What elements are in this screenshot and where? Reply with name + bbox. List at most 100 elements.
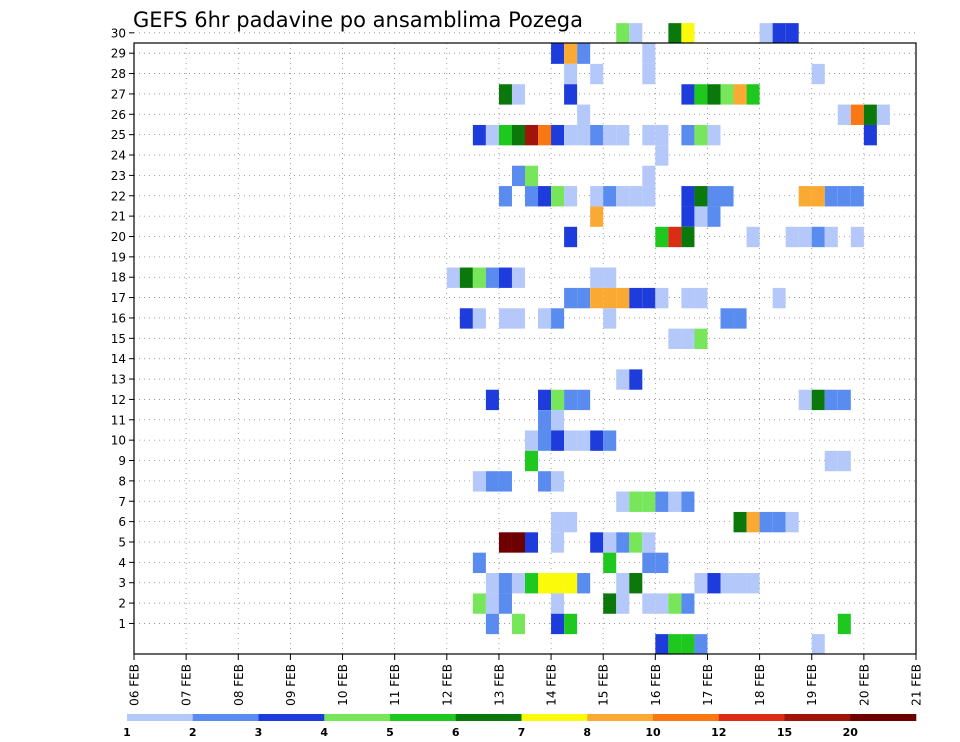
colorbar-label: 4 [320,726,328,739]
precip-cell [824,389,838,411]
precip-cell [498,471,512,492]
precip-cell [616,593,630,614]
precip-cell [694,186,708,207]
precip-cell [525,573,539,594]
colorbar-segment [455,714,522,721]
precip-cell [564,511,578,533]
precip-cell [772,23,786,44]
y-tick-label: 18 [111,271,126,285]
y-tick-label: 6 [118,515,126,529]
precip-cell [511,165,525,187]
precip-cell [655,145,669,166]
precip-cell [551,308,565,329]
colorbar-segment [718,714,785,721]
precip-cell [551,389,565,411]
y-tick-label: 22 [111,189,126,203]
precip-cell [681,593,695,614]
precip-cell [668,328,682,349]
precip-cell [642,593,656,614]
precip-cell [668,226,682,248]
precip-cell [446,267,460,288]
precip-cell [642,43,656,64]
precip-cell [616,532,630,553]
precip-cell [733,84,747,105]
precip-cell [551,124,565,146]
y-tick-label: 9 [118,454,126,468]
precip-cell [498,308,512,329]
plot-frame [133,42,917,655]
precip-cell [642,124,656,146]
precip-cell [485,471,499,492]
y-tick-label: 13 [111,373,126,387]
precip-cell [759,23,773,44]
precip-cell [603,593,617,614]
precip-cell [511,308,525,329]
x-tick-label: 06 FEB [128,664,142,706]
y-tick-label: 30 [111,26,126,40]
precip-cell [551,186,565,207]
precip-cell [681,491,695,512]
precip-cell [707,124,721,146]
x-tick-label: 11 FEB [388,664,402,706]
precip-cell [498,532,512,553]
precip-cell [811,186,825,207]
precip-cell [564,43,578,64]
precip-cell [798,226,812,248]
precip-cell [459,308,473,329]
precip-cell [772,287,786,309]
y-tick-label: 17 [111,291,126,305]
precip-cell [472,267,486,288]
precip-cell [511,267,525,288]
precip-cell [668,593,682,614]
y-tick-label: 27 [111,87,126,101]
precip-cell [824,226,838,248]
precip-cell [707,206,721,227]
precip-cell [603,267,617,288]
precip-cell [681,23,695,44]
y-tick-label: 26 [111,108,126,122]
y-tick-label: 10 [111,434,126,448]
colorbar-label: 10 [645,726,661,739]
precip-cell [681,186,695,207]
y-tick-label: 2 [118,597,126,611]
y-tick-label: 8 [118,474,126,488]
precip-cell [564,613,578,635]
precip-cell [694,124,708,146]
precip-cell [668,23,682,44]
precip-cell [681,287,695,309]
x-tick-label: 20 FEB [857,664,871,706]
precip-cell [629,573,643,594]
precip-cell [616,287,630,309]
colorbar-segment [192,714,259,721]
precip-cell [811,226,825,248]
precip-cell [681,226,695,248]
precip-cell [511,532,525,553]
precip-cell [551,532,565,553]
precip-cell [538,124,552,146]
precip-cell [655,491,669,512]
y-tick-label: 25 [111,128,126,142]
precip-cell [577,573,591,594]
precip-cell [837,186,851,207]
colorbar-label: 3 [255,726,263,739]
y-tick-label: 5 [118,535,126,549]
precip-cell [498,124,512,146]
precip-cell [707,573,721,594]
precip-cell [498,186,512,207]
precip-cell [525,430,539,451]
precip-cell [655,552,669,574]
precip-cell [511,573,525,594]
y-tick-label: 7 [118,495,126,509]
precip-cell [590,430,604,451]
heatmap-cells [446,23,890,655]
precip-cell [616,491,630,512]
precip-cell [694,573,708,594]
precip-cell [564,186,578,207]
precip-cell [642,165,656,187]
precip-cell [485,573,499,594]
y-tick-label: 16 [111,311,126,325]
precip-cell [772,511,786,533]
colorbar-segment [390,714,457,721]
precip-cell [811,389,825,411]
